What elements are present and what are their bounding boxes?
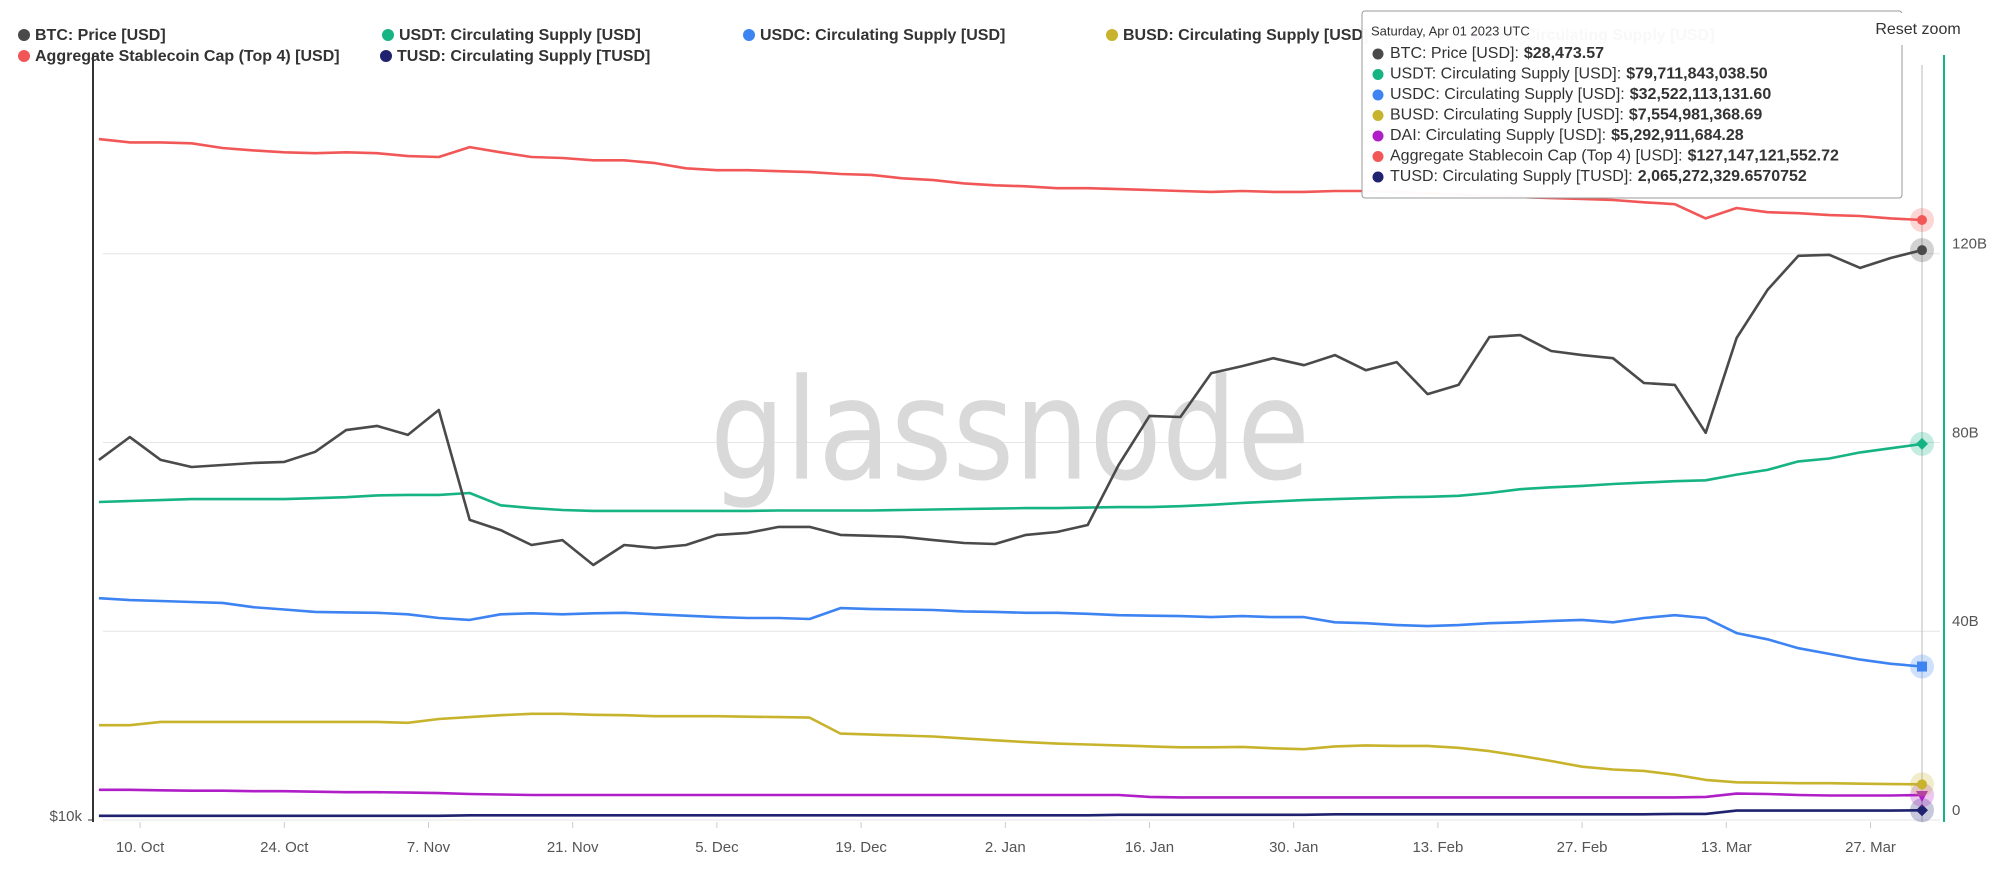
x-tick-label: 19. Dec [835, 839, 887, 856]
end-marker [1916, 804, 1928, 817]
tooltip-row: USDT: Circulating Supply [USD]: $79,711,8… [1390, 66, 1768, 83]
tooltip-swatch [1372, 130, 1384, 142]
tooltip-row-label: Aggregate Stablecoin Cap (Top 4) [USD]: [1390, 148, 1683, 165]
tooltip-row-label: USDC: Circulating Supply [USD]: [1390, 86, 1625, 103]
watermark: glassnode [710, 350, 1310, 513]
tooltip-row-label: DAI: Circulating Supply [USD]: [1390, 127, 1606, 144]
tooltip-swatch [1372, 110, 1384, 121]
series-line [98, 788, 1923, 799]
legend-swatch [743, 29, 755, 41]
legend-swatch [18, 29, 30, 41]
end-marker [1916, 791, 1928, 803]
series-line [98, 809, 1923, 818]
end-marker [1917, 215, 1927, 226]
tooltip-row-value: $32,522,113,131.60 [1630, 86, 1772, 103]
x-tick-label: 21. Nov [547, 839, 599, 856]
x-tick-label: 7. Nov [407, 839, 451, 856]
x-tick-label: 10. Oct [116, 839, 165, 856]
end-marker [1917, 779, 1927, 790]
reset-zoom-label[interactable]: Reset zoom [1875, 21, 1960, 38]
tooltip-row: DAI: Circulating Supply [USD]: $5,292,911… [1390, 127, 1744, 144]
x-tick-label: 16. Jan [1125, 839, 1174, 856]
legend-swatch [380, 50, 392, 62]
grid-layer: 0 40B 80B 120B $10k 10. Oct 24. Oct 7. Nov 21. N… [49, 236, 1987, 856]
legend-label: TUSD: Circulating Supply [TUSD] [397, 48, 650, 65]
tooltip-row-value: $5,292,911,684.28 [1611, 127, 1744, 144]
legend-label: BUSD: Circulating Supply [USD] [1123, 27, 1368, 44]
tooltip-swatch [1372, 89, 1384, 101]
legend-label: Aggregate Stablecoin Cap (Top 4) [USD] [35, 48, 340, 65]
x-tick-label: 24. Oct [260, 839, 309, 856]
end-marker [1917, 245, 1927, 256]
y2-tick-label: 120B [1952, 236, 1987, 253]
tooltip-swatch [1372, 171, 1384, 183]
tooltip-date: Saturday, Apr 01 2023 UTC [1371, 23, 1530, 38]
y2-tick-label: 40B [1952, 613, 1979, 630]
lines-layer [98, 137, 1923, 818]
x-tick-label: 13. Mar [1701, 839, 1752, 856]
tooltip-row: Aggregate Stablecoin Cap (Top 4) [USD]: $… [1390, 148, 1839, 165]
series-line [98, 596, 1923, 668]
tooltip-row-label: BTC: Price [USD]: [1390, 45, 1519, 62]
tooltip-swatch [1372, 151, 1384, 162]
legend-label: USDT: Circulating Supply [USD] [399, 27, 641, 44]
reset-zoom-bg[interactable] [1862, 13, 1974, 45]
x-tick-label: 27. Feb [1557, 839, 1608, 856]
tooltip-box [1361, 10, 1903, 199]
tooltip-row-value: $28,473.57 [1524, 45, 1604, 62]
tooltip-row: BUSD: Circulating Supply [USD]: $7,554,98… [1390, 107, 1762, 124]
tooltip-row-value: $7,554,981,368.69 [1629, 107, 1763, 124]
end-marker [1916, 437, 1928, 450]
legend-swatch [1106, 29, 1118, 41]
legend-swatch [382, 29, 394, 41]
markers-layer [1910, 208, 1934, 823]
tooltip-row-label: BUSD: Circulating Supply [USD]: [1390, 107, 1624, 124]
y-tick-label: $10k [49, 808, 82, 825]
tooltip-row-value: $79,711,843,038.50 [1626, 66, 1768, 83]
tooltip-row: BTC: Price [USD]: $28,473.57 [1390, 45, 1604, 62]
series-line [98, 137, 1923, 222]
end-marker [1917, 661, 1927, 672]
tooltip-swatch [1372, 69, 1384, 80]
y2-tick-label: 80B [1952, 424, 1979, 441]
tooltip-row-label: TUSD: Circulating Supply [TUSD]: [1390, 168, 1633, 185]
tooltip-row-value: 2,065,272,329.6570752 [1638, 168, 1807, 185]
tooltip-row-value: $127,147,121,552.72 [1688, 148, 1839, 165]
x-tick-label: 5. Dec [695, 839, 739, 856]
tooltip: Saturday, Apr 01 2023 UTC BTC: Price [US… [1361, 10, 1903, 199]
series-line [98, 442, 1923, 513]
x-tick-label: 2. Jan [985, 839, 1026, 856]
legend-label: USDC: Circulating Supply [USD] [760, 27, 1005, 44]
series-line [98, 248, 1923, 567]
reset-zoom-button[interactable]: Reset zoom [1862, 13, 1974, 45]
tooltip-row-label: USDT: Circulating Supply [USD]: [1390, 66, 1621, 83]
y2-tick-label: 0 [1952, 802, 1960, 819]
tooltip-row: USDC: Circulating Supply [USD]: $32,522,1… [1390, 86, 1771, 103]
tooltip-swatch [1372, 48, 1384, 60]
tooltip-row: TUSD: Circulating Supply [TUSD]: 2,065,27… [1390, 168, 1807, 185]
x-tick-label: 27. Mar [1845, 839, 1896, 856]
x-tick-label: 30. Jan [1269, 839, 1318, 856]
x-tick-label: 13. Feb [1412, 839, 1463, 856]
series-line [98, 712, 1923, 786]
legend-swatch [18, 50, 30, 62]
legend-label: BTC: Price [USD] [35, 27, 166, 44]
